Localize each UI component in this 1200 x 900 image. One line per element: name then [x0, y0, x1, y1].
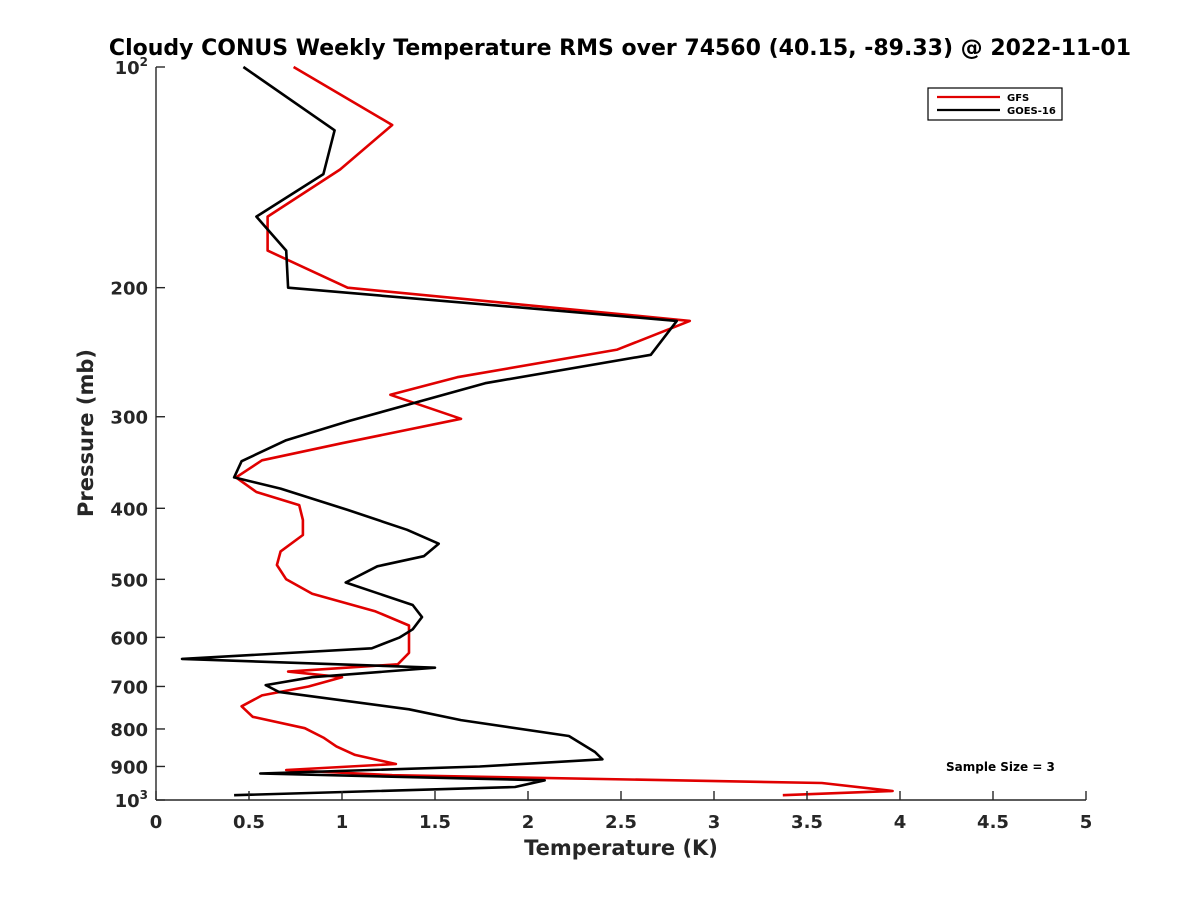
x-axis-label: Temperature (K) [524, 836, 718, 860]
legend-label-goes16: GOES-16 [1007, 106, 1056, 117]
chart-title: Cloudy CONUS Weekly Temperature RMS over… [109, 36, 1131, 61]
legend-box [927, 87, 1063, 121]
x-tick-label: 0.5 [233, 812, 265, 833]
legend-label-gfs: GFS [1007, 93, 1029, 104]
y-tick-label: 200 [110, 279, 148, 300]
y-tick-label: 500 [110, 570, 148, 591]
y-axis-label: Pressure (mb) [74, 349, 98, 517]
y-tick-label: 700 [110, 677, 148, 698]
y-tick-label: 900 [110, 757, 148, 778]
series-line-gfs [234, 65, 894, 797]
y-tick-label: 600 [110, 628, 148, 649]
x-tick-label: 4 [894, 812, 907, 833]
x-tick-label: 2 [522, 812, 535, 833]
x-tick-label: 1.5 [419, 812, 451, 833]
legend: GFS GOES-16 [927, 87, 1063, 121]
y-tick-label: 300 [110, 408, 148, 429]
y-tick-label: 800 [110, 720, 148, 741]
series-layer [180, 65, 894, 797]
sample-size-annotation: Sample Size = 3 [946, 760, 1055, 774]
y-tick-label: 103 [115, 788, 148, 812]
x-tick-label: 3.5 [791, 812, 823, 833]
axes-layer: 0 0.5 1 1.5 2 2.5 3 3.5 4 4.5 5 102 200 300 400 500 600 7… [110, 55, 1092, 833]
x-tick-label: 2.5 [605, 812, 637, 833]
y-tick-label: 102 [115, 55, 148, 79]
x-tick-label: 5 [1080, 812, 1093, 833]
y-tick-label: 400 [110, 499, 148, 520]
x-tick-label: 3 [708, 812, 721, 833]
series-line-goes16 [180, 65, 679, 797]
x-tick-label: 0 [150, 812, 163, 833]
x-tick-label: 4.5 [977, 812, 1009, 833]
x-tick-label: 1 [336, 812, 349, 833]
